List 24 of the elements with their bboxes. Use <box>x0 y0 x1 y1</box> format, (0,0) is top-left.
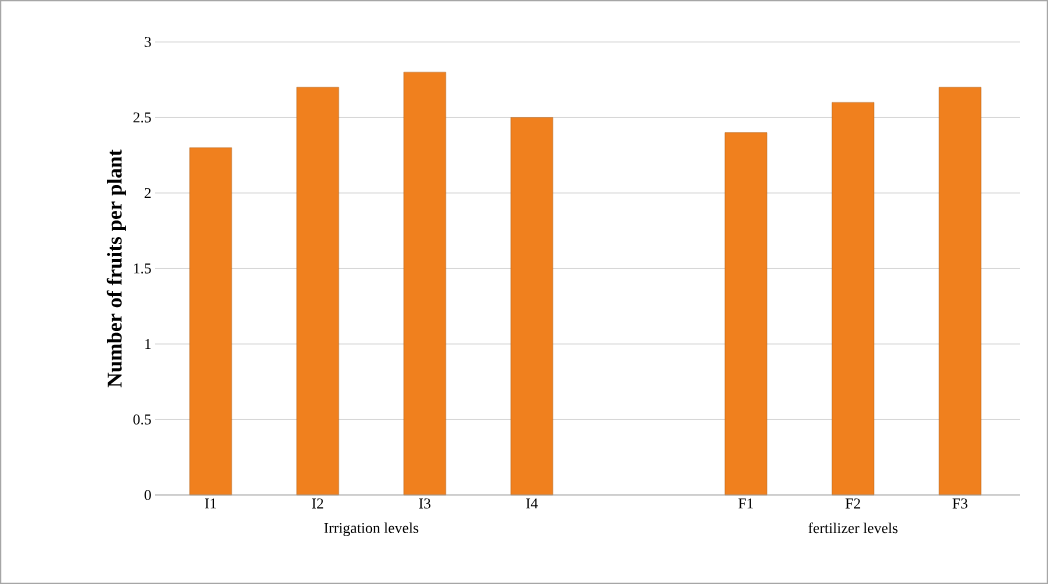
x-tick-label: F1 <box>738 498 753 509</box>
bar <box>296 87 339 496</box>
bar <box>938 87 982 496</box>
x-tick-label: I2 <box>312 498 324 509</box>
bar <box>831 102 875 496</box>
y-tick-label: 2.5 <box>133 112 151 123</box>
x-tick-label: F3 <box>952 498 968 509</box>
y-axis-title: Number of fruits per plant <box>106 149 126 388</box>
y-tick-label: 3 <box>144 36 151 47</box>
x-tick-label: I4 <box>526 498 538 509</box>
y-tick-label: 0 <box>144 489 151 501</box>
x-tick-label: I1 <box>205 498 217 509</box>
bar <box>189 147 232 496</box>
x-tick-label: I3 <box>419 498 431 509</box>
bar <box>724 132 768 496</box>
y-tick-label: 1 <box>145 339 151 349</box>
y-tick-label: 2 <box>144 188 151 198</box>
text: fertilizer levels <box>808 522 898 534</box>
text: Irrigation levels <box>324 522 419 537</box>
bar <box>510 117 554 496</box>
y-tick-label: 0.5 <box>133 414 151 425</box>
y-tick-label: 1.5 <box>134 263 151 274</box>
x-tick-label: F2 <box>845 498 861 509</box>
bar <box>403 71 446 496</box>
